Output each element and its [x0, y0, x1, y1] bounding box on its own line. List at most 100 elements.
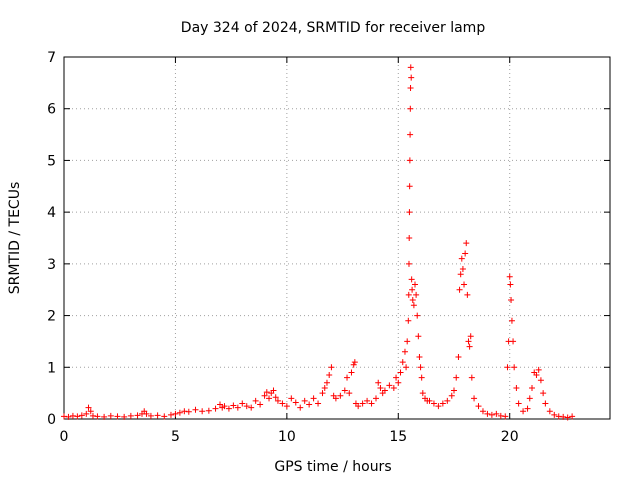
data-point: [274, 397, 281, 404]
data-point: [467, 333, 474, 340]
data-point: [564, 414, 571, 421]
data-point: [359, 400, 366, 407]
data-point: [405, 291, 412, 298]
data-point: [555, 413, 562, 420]
x-tick-label: 15: [389, 429, 407, 445]
data-point: [65, 413, 72, 420]
data-point: [85, 404, 92, 411]
data-point: [107, 412, 114, 419]
data-point: [397, 369, 404, 376]
data-point: [407, 64, 414, 71]
data-point: [461, 281, 468, 288]
data-point: [462, 250, 469, 257]
data-point: [395, 379, 402, 386]
data-point: [283, 403, 290, 410]
data-point: [381, 387, 388, 394]
data-point: [493, 410, 500, 417]
data-point: [405, 317, 412, 324]
data-point: [497, 412, 504, 419]
data-point: [134, 412, 141, 419]
data-point: [341, 387, 348, 394]
data-point: [348, 369, 355, 376]
data-point: [252, 397, 259, 404]
data-point: [332, 395, 339, 402]
data-point: [471, 395, 478, 402]
data-point: [326, 372, 333, 379]
data-point: [412, 281, 418, 288]
data-point: [167, 411, 174, 418]
data-point: [221, 403, 228, 410]
data-point: [466, 343, 473, 350]
data-point: [263, 389, 270, 396]
data-point: [463, 240, 470, 247]
plot-frame: [63, 56, 611, 420]
data-point: [261, 392, 268, 399]
data-point: [368, 400, 375, 407]
data-point: [414, 312, 421, 319]
data-point: [416, 353, 423, 360]
data-point: [506, 273, 513, 280]
data-point: [377, 384, 384, 391]
data-point: [364, 397, 371, 404]
data-point: [297, 404, 304, 411]
data-point: [74, 413, 81, 420]
data-point: [225, 405, 232, 412]
data-point: [403, 364, 410, 371]
data-point: [323, 379, 330, 386]
data-point: [375, 379, 382, 386]
data-point: [407, 85, 414, 92]
data-point: [393, 374, 400, 381]
data-point: [415, 333, 422, 340]
data-point: [234, 404, 241, 411]
data-point: [507, 281, 514, 288]
data-point: [199, 408, 206, 415]
data-point: [569, 413, 576, 420]
data-point: [310, 395, 317, 402]
y-tick-label: 4: [47, 205, 56, 221]
data-point: [542, 400, 549, 407]
data-point: [390, 384, 397, 391]
data-point: [408, 276, 415, 283]
data-point: [114, 413, 121, 420]
data-point: [435, 403, 442, 410]
data-point: [94, 413, 101, 420]
data-point: [89, 412, 96, 419]
data-point: [405, 260, 412, 267]
data-point: [451, 387, 457, 394]
data-point: [458, 255, 465, 262]
y-tick-label: 3: [47, 257, 56, 273]
data-point: [147, 412, 154, 419]
data-point: [444, 397, 451, 404]
data-point: [386, 382, 393, 389]
data-point: [292, 399, 299, 406]
data-point: [439, 400, 446, 407]
data-point: [413, 291, 420, 298]
data-point: [408, 74, 415, 81]
data-point: [551, 411, 558, 418]
data-point: [510, 338, 517, 345]
data-point: [526, 395, 533, 402]
data-point: [350, 361, 357, 368]
data-point: [455, 353, 462, 360]
data-point: [508, 297, 515, 304]
data-point: [529, 384, 535, 391]
data-point: [560, 413, 567, 420]
data-point: [484, 410, 491, 417]
data-point: [406, 209, 413, 216]
data-point: [217, 401, 223, 408]
data-point: [399, 359, 406, 366]
y-tick-label: 6: [47, 102, 56, 118]
grid: [64, 57, 610, 419]
data-point: [406, 235, 413, 241]
data-points: [61, 64, 576, 421]
data-point: [417, 364, 424, 371]
data-point: [185, 408, 192, 415]
data-point: [456, 286, 463, 293]
data-point: [535, 366, 542, 373]
data-point: [502, 413, 509, 420]
data-point: [426, 397, 433, 404]
data-point: [101, 413, 108, 420]
data-point: [248, 404, 255, 411]
data-point: [406, 157, 413, 164]
